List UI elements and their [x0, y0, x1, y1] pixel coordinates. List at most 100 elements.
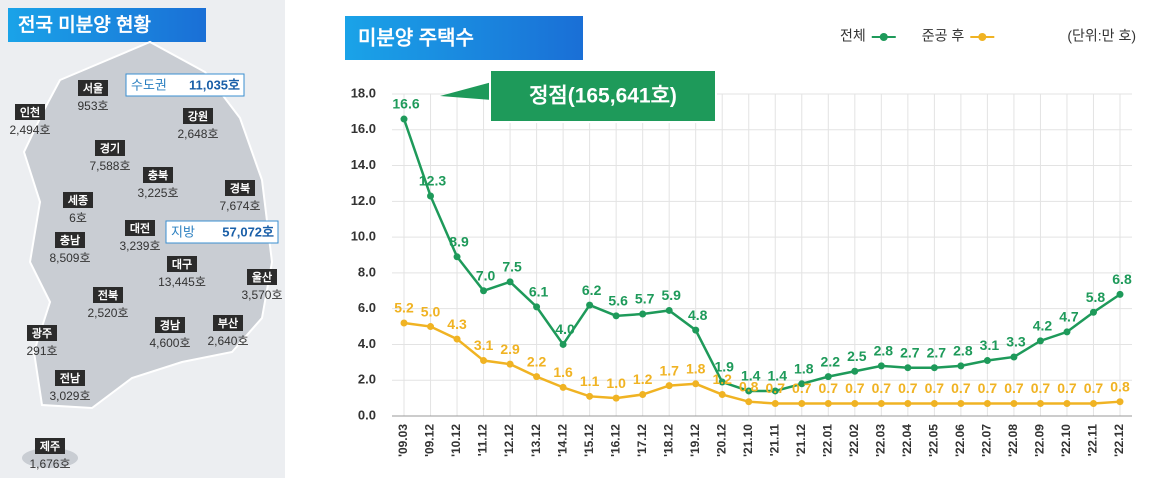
value-label: 2.9: [500, 341, 520, 357]
region-name: 인천: [20, 105, 40, 119]
callout-pointer: [440, 82, 492, 100]
point: [639, 310, 647, 318]
value-label: 5.8: [1086, 289, 1106, 305]
region-value: 13,445호: [158, 275, 206, 289]
provinces-box: [165, 220, 279, 244]
point: [930, 399, 938, 407]
value-label: 5.2: [394, 300, 414, 316]
value-label: 7.0: [476, 267, 496, 283]
y-tick-label: 4.0: [358, 336, 376, 351]
x-tick-label: '09.12: [423, 424, 437, 457]
value-label: 0.7: [951, 380, 971, 396]
legend-label: 전체: [840, 28, 866, 44]
region-value: 4,600호: [149, 336, 190, 350]
annotation: 정점(165,641호): [529, 85, 677, 108]
value-label: 12.3: [419, 173, 446, 189]
capital-box: [125, 73, 245, 97]
value-label: 0.7: [1084, 380, 1104, 396]
point: [692, 380, 700, 388]
region-tag: [247, 269, 277, 285]
region-value: 3,225호: [137, 186, 178, 200]
x-tick-label: '14.12: [555, 424, 569, 457]
value-label: 1.0: [606, 375, 626, 391]
region-tag: [93, 287, 123, 303]
region-value: 7,674호: [219, 199, 260, 213]
point: [851, 367, 859, 375]
legend-marker: [978, 33, 987, 41]
point: [824, 373, 832, 381]
value-label: 5.7: [635, 291, 655, 307]
region-tag: [183, 108, 213, 124]
value-label: 7.5: [502, 259, 522, 275]
point: [1063, 399, 1071, 407]
region-tag: [55, 370, 85, 386]
x-tick-label: '18.12: [661, 424, 675, 457]
region-value: 6호: [69, 211, 87, 225]
point: [718, 391, 726, 399]
point: [771, 387, 779, 395]
value-label: 2.2: [527, 353, 547, 369]
value-label: 3.1: [980, 337, 1000, 353]
point: [904, 364, 912, 372]
value-label: 3.3: [1006, 334, 1026, 350]
value-label: 6.8: [1112, 271, 1132, 287]
region-tag: [155, 317, 185, 333]
region-value: 2,494호: [9, 123, 50, 137]
value-label: 0.7: [845, 380, 865, 396]
x-tick-label: '22.10: [1059, 424, 1073, 457]
region-name: 세종: [68, 193, 88, 207]
point: [533, 303, 541, 311]
value-label: 2.5: [847, 348, 867, 364]
value-label: 2.7: [900, 344, 920, 360]
region-tag: [55, 232, 85, 248]
region-tag: [63, 192, 93, 208]
region-tag: [95, 140, 125, 156]
point: [1063, 328, 1071, 336]
x-tick-label: '11.12: [476, 424, 490, 457]
value-label: 8.9: [449, 233, 469, 249]
region-name: 경기: [100, 141, 120, 155]
value-label: 4.7: [1059, 309, 1079, 325]
capital-value: 11,035호: [189, 77, 240, 92]
point: [1116, 290, 1124, 298]
value-label: 4.8: [688, 307, 708, 323]
x-tick-label: '13.12: [529, 424, 543, 457]
point: [480, 357, 488, 365]
x-tick-label: '19.12: [688, 424, 702, 457]
point: [692, 326, 700, 334]
value-label: 0.8: [1110, 378, 1130, 394]
point: [877, 362, 885, 370]
value-label: 0.7: [978, 380, 998, 396]
value-label: 4.2: [1033, 318, 1053, 334]
point: [427, 192, 435, 200]
x-tick-label: '09.03: [396, 424, 410, 457]
point: [983, 399, 991, 407]
value-label: 1.2: [712, 371, 732, 387]
y-tick-label: 12.0: [351, 193, 376, 208]
provinces-value: 57,072호: [222, 224, 274, 239]
annotation-box: [489, 69, 717, 123]
region-value: 2,648호: [177, 127, 218, 141]
point: [612, 312, 620, 320]
region-tag: [15, 104, 45, 120]
value-label: 1.4: [768, 368, 788, 384]
map-title: 전국 미분양 현황: [18, 13, 151, 36]
value-label: 1.8: [794, 361, 814, 377]
point: [745, 398, 753, 406]
value-label: 6.1: [529, 284, 549, 300]
region-value: 1,676호: [29, 457, 70, 471]
region-name: 서울: [83, 81, 103, 95]
region-tag: [225, 180, 255, 196]
point: [1089, 399, 1097, 407]
legend-label: 준공 후: [922, 28, 965, 44]
value-label: 0.7: [925, 380, 945, 396]
point: [1089, 308, 1097, 316]
point: [851, 399, 859, 407]
point: [453, 335, 461, 343]
x-tick-label: '21.10: [741, 424, 755, 457]
region-tag: [27, 325, 57, 341]
x-tick-label: '22.02: [847, 424, 861, 457]
value-label: 0.7: [1057, 380, 1077, 396]
point: [559, 383, 567, 391]
value-label: 2.8: [953, 343, 973, 359]
